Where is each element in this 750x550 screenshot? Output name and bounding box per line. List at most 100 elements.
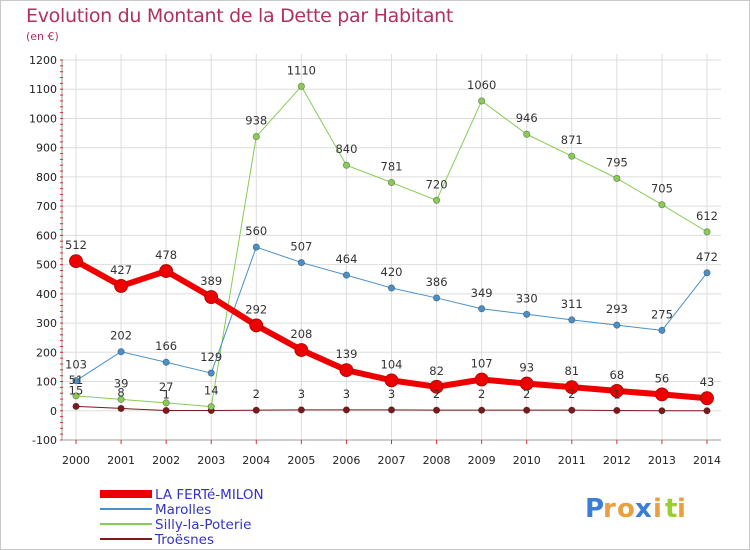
data-point — [474, 372, 489, 387]
data-label: 840 — [335, 142, 357, 156]
legend-label: LA FERTé-MILON — [155, 487, 264, 503]
data-point — [72, 377, 80, 385]
data-label: 2 — [523, 387, 530, 401]
data-label: 275 — [651, 307, 673, 321]
x-tick-label: 2005 — [287, 454, 315, 467]
data-point — [72, 392, 80, 400]
data-point — [658, 326, 666, 334]
data-label: 14 — [204, 384, 219, 398]
y-tick-label: 200 — [36, 346, 57, 359]
data-point — [658, 407, 666, 415]
data-point — [72, 402, 80, 410]
logo-letter: i — [677, 494, 686, 524]
data-label: 8 — [117, 385, 124, 399]
x-tick-label: 2000 — [62, 454, 90, 467]
data-label: 129 — [200, 350, 222, 364]
logo-letter: x — [635, 494, 652, 524]
data-label: 15 — [69, 383, 84, 397]
data-point — [655, 387, 669, 402]
data-point — [249, 318, 264, 333]
data-label: 2 — [478, 387, 485, 401]
data-label: 208 — [290, 327, 312, 341]
data-label: 3 — [298, 387, 305, 401]
data-label: 68 — [610, 368, 625, 382]
data-point — [700, 391, 714, 406]
y-tick-label: 1100 — [29, 83, 57, 96]
data-point — [252, 132, 260, 141]
data-point — [613, 321, 621, 329]
legend-label: Marolles — [155, 502, 211, 518]
data-label: 139 — [335, 347, 357, 361]
data-point — [478, 97, 486, 105]
data-label: 103 — [65, 358, 87, 372]
data-point — [609, 383, 624, 398]
data-label: 82 — [429, 364, 444, 378]
data-point — [114, 279, 128, 293]
data-label: 472 — [696, 250, 718, 264]
data-point — [432, 294, 441, 302]
x-tick-label: 2007 — [378, 454, 406, 467]
y-tick-label: 500 — [36, 259, 57, 272]
data-point — [523, 310, 531, 318]
data-label: 507 — [290, 240, 312, 254]
data-label: 612 — [696, 209, 718, 223]
data-point — [252, 243, 260, 251]
data-point — [387, 178, 396, 187]
data-label: 27 — [159, 380, 174, 394]
legend-label: Silly-la-Poterie — [155, 517, 251, 533]
data-point — [252, 406, 260, 414]
data-label: 311 — [561, 297, 583, 311]
y-tick-label: 700 — [36, 200, 57, 213]
data-label: 1110 — [287, 63, 316, 77]
data-point — [387, 406, 396, 414]
data-label: 560 — [245, 224, 267, 238]
data-point — [568, 316, 576, 324]
data-point — [519, 376, 534, 391]
data-point — [297, 406, 305, 414]
data-label: 512 — [65, 238, 87, 252]
data-point — [297, 258, 305, 267]
data-label: 104 — [381, 357, 403, 371]
data-point — [207, 369, 215, 377]
data-point — [568, 152, 576, 160]
series-1 — [72, 243, 711, 385]
data-label: 795 — [606, 155, 628, 169]
data-label: 1060 — [467, 78, 496, 92]
y-tick-label: 1000 — [29, 112, 57, 125]
data-label: 107 — [471, 356, 493, 370]
data-label: 56 — [655, 371, 670, 385]
x-tick-label: 2001 — [107, 454, 135, 467]
data-label: 2 — [433, 387, 440, 401]
x-tick-label: 2006 — [332, 454, 360, 467]
x-tick-label: 2014 — [693, 454, 721, 467]
data-label: 43 — [700, 375, 715, 389]
data-point — [478, 406, 486, 414]
data-point — [162, 358, 170, 366]
x-tick-label: 2013 — [648, 454, 676, 467]
data-label: 93 — [519, 361, 534, 375]
data-point — [564, 380, 579, 394]
data-label: 81 — [564, 364, 579, 378]
data-point — [429, 379, 444, 394]
x-tick-label: 2011 — [558, 454, 586, 467]
data-label: 166 — [155, 339, 177, 353]
logo-letter: i — [653, 494, 662, 524]
data-point — [159, 264, 174, 278]
x-tick-label: 2012 — [603, 454, 631, 467]
data-point — [117, 348, 125, 356]
data-point — [294, 343, 309, 357]
series-0 — [69, 254, 714, 406]
logo-letter: r — [603, 494, 616, 524]
data-label: 464 — [335, 252, 357, 266]
data-label: 202 — [110, 329, 132, 343]
data-point — [117, 404, 125, 413]
data-point — [342, 406, 351, 414]
y-tick-label: 1200 — [29, 54, 57, 67]
data-label: 705 — [651, 182, 673, 196]
data-label: 330 — [516, 291, 538, 305]
data-label: 2 — [253, 387, 260, 401]
data-point — [117, 395, 125, 403]
data-point — [523, 406, 531, 414]
data-label: 720 — [426, 177, 448, 191]
y-tick-label: 900 — [36, 142, 57, 155]
